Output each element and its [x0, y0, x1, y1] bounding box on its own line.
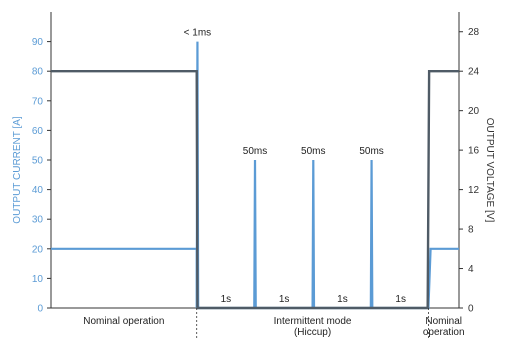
- left-tick-label: 60: [32, 126, 44, 137]
- left-tick-label: 30: [32, 215, 44, 226]
- annotation-label: 50ms: [359, 146, 383, 157]
- annotation-label: 1s: [279, 294, 290, 305]
- phase-label: operation: [423, 327, 465, 338]
- current-series-line: [51, 42, 459, 308]
- left-tick-label: 20: [32, 244, 44, 255]
- annotation-label: < 1ms: [184, 28, 212, 39]
- left-tick-label: 80: [32, 67, 44, 78]
- right-tick-label: 0: [468, 304, 474, 315]
- left-tick-label: 40: [32, 185, 44, 196]
- annotation-label: 1s: [221, 294, 232, 305]
- right-tick-label: 16: [468, 146, 480, 157]
- left-axis-title: OUTPUT CURRENT [A]: [12, 116, 23, 224]
- left-tick-label: 90: [32, 37, 44, 48]
- annotation-label: 1s: [395, 294, 406, 305]
- right-tick-label: 12: [468, 185, 480, 196]
- series-layer: [51, 42, 459, 308]
- right-tick-label: 24: [468, 67, 480, 78]
- right-tick-label: 20: [468, 106, 480, 117]
- right-tick-label: 28: [468, 27, 480, 38]
- left-tick-label: 10: [32, 274, 44, 285]
- right-tick-label: 8: [468, 225, 474, 236]
- right-axis-title: OUTPUT VOLTAGE [V]: [484, 118, 495, 223]
- left-tick-label: 0: [37, 304, 43, 315]
- phase-label: (Hiccup): [294, 327, 331, 338]
- left-tick-label: 70: [32, 96, 44, 107]
- left-tick-label: 50: [32, 156, 44, 167]
- right-tick-label: 4: [468, 264, 474, 275]
- annotation-label: 50ms: [301, 146, 325, 157]
- phase-label: Nominal operation: [83, 316, 164, 327]
- phase-label: Intermittent mode: [274, 316, 352, 327]
- annotation-label: 50ms: [243, 146, 267, 157]
- phase-label: Nominal: [425, 316, 462, 327]
- phase-layer: Nominal operation Intermittent mode(Hiccu…: [83, 308, 464, 340]
- annotation-label: 1s: [337, 294, 348, 305]
